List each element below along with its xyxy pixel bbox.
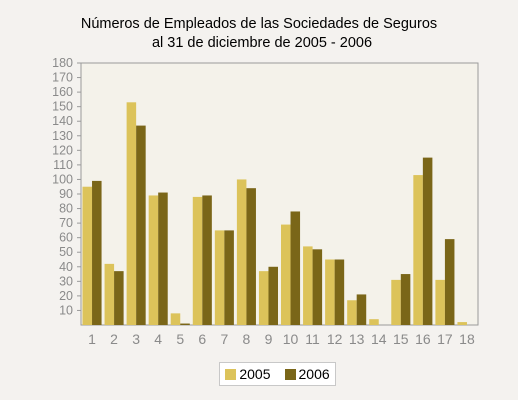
bar-2006-8 [246,188,256,325]
y-tick-label: 140 [52,114,73,128]
x-tick-label: 3 [132,331,140,347]
y-tick-label: 70 [59,216,73,230]
bar-2006-1 [92,180,102,325]
legend-item-2006: 2006 [284,366,330,382]
bar-2005-10 [281,224,291,325]
bar-2006-5 [180,323,190,325]
bar-2005-7 [214,230,225,325]
y-tick-label: 20 [59,289,73,303]
y-tick-label: 150 [52,100,73,114]
bar-2006-12 [334,259,345,325]
title-line-1: Números de Empleados de las Sociedades d… [80,16,438,32]
legend-item-2005: 2005 [225,366,271,382]
x-tick-label: 10 [283,331,299,347]
bar-2005-6 [192,196,203,325]
y-tick-label: 130 [52,129,73,143]
x-tick-label: 18 [459,331,475,347]
bar-2005-3 [126,102,137,325]
y-tick-label: 180 [52,56,73,70]
x-tick-label: 11 [305,331,320,347]
bar-2005-12 [325,259,335,325]
bar-2005-8 [236,179,247,325]
x-tick-label: 14 [371,331,387,347]
bar-2005-5 [170,313,181,325]
bar-2006-10 [290,211,301,325]
y-tick-label: 170 [52,71,73,85]
x-tick-label: 1 [88,331,96,347]
x-tick-label: 13 [349,331,365,347]
x-tick-label: 7 [220,331,228,347]
x-tick-label: 9 [265,331,273,347]
y-tick-label: 50 [59,245,73,259]
bar-2005-11 [303,246,313,325]
bar-2006-2 [114,271,124,325]
bar-2006-6 [202,195,212,325]
chart-title: Números de Empleados de las Sociedades d… [0,15,518,53]
bar-2005-15 [391,279,401,325]
x-tick-label: 4 [154,331,162,347]
y-tick-label: 90 [59,187,73,201]
x-tick-label: 5 [176,331,184,347]
bar-2006-13 [356,294,367,325]
bar-2005-9 [258,271,269,325]
y-axis: 1020304050607080901001101201301401501601… [52,56,81,317]
bar-2005-14 [369,319,379,325]
y-tick-label: 40 [59,260,73,274]
bars-group [82,102,467,325]
x-tick-label: 16 [415,331,431,347]
bar-2005-18 [457,322,467,325]
bar-2006-15 [400,274,411,325]
legend-swatch-2006 [284,368,296,380]
y-tick-label: 30 [59,274,73,288]
legend-label-2006: 2006 [298,366,330,382]
x-tick-label: 2 [110,331,118,347]
x-tick-label: 6 [198,331,206,347]
x-tick-label: 17 [437,331,453,347]
y-tick-label: 110 [53,158,73,172]
legend-swatch-2005 [225,368,237,380]
y-tick-label: 100 [52,172,73,186]
bar-2005-13 [347,300,357,325]
bar-2006-4 [158,192,168,325]
bar-2006-11 [312,249,323,325]
bar-2006-3 [136,125,146,325]
bar-2005-16 [413,175,423,325]
bar-2005-17 [435,279,445,325]
y-tick-label: 120 [52,143,73,157]
plot-area [80,62,479,326]
x-tick-label: 12 [327,331,343,347]
legend: 2005 2006 [219,362,336,386]
x-tick-label: 15 [393,331,409,347]
bar-2006-16 [422,157,433,325]
bar-2006-7 [224,230,234,325]
title-line-2: al 31 de diciembre de 2005 - 2006 [151,35,373,51]
y-tick-label: 160 [52,85,73,99]
bar-2005-1 [82,186,93,325]
y-tick-label: 80 [59,202,73,216]
bar-2006-9 [268,266,278,325]
legend-label-2005: 2005 [239,366,271,382]
bar-2006-17 [444,239,455,325]
y-tick-label: 60 [59,231,73,245]
y-tick-label: 10 [59,303,73,317]
bar-2005-2 [104,263,115,325]
x-tick-label: 8 [243,331,251,347]
bar-2005-4 [148,195,159,325]
x-axis: 1 2 3 4 5 6 7 8 9 10 11 12 13 14 15 16 17 18 [88,331,475,347]
